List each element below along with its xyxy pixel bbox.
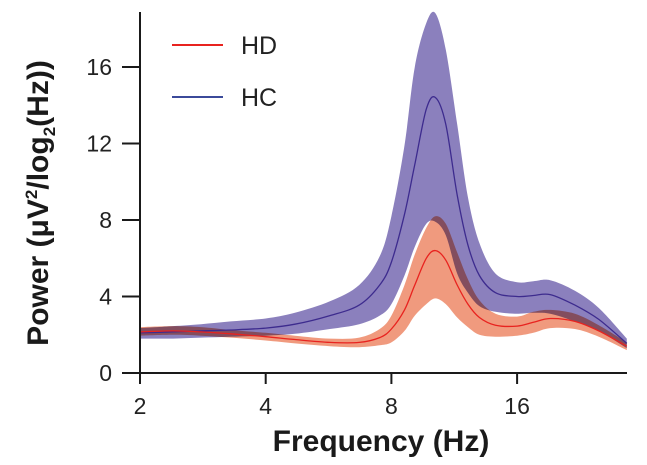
x-tick-label: 2 (134, 393, 147, 419)
x-tick-label: 16 (504, 393, 530, 419)
y-tick-label: 8 (99, 207, 112, 233)
mean-lines (139, 96, 628, 347)
y-tick-label: 4 (99, 284, 112, 310)
y-tick-label: 16 (86, 54, 112, 80)
x-tick-label: 4 (259, 393, 272, 419)
y-axis-title-mid: /log (22, 136, 55, 189)
legend: HD HC (172, 32, 277, 112)
y-axis-title: Power (μV2/log2(Hz)) (22, 60, 59, 346)
y-tick-label: 12 (86, 131, 112, 157)
y-axis-title-end: (Hz)) (22, 60, 55, 127)
y-tick-label: 0 (99, 360, 112, 386)
y-axis-title-sup: 2 (22, 190, 41, 199)
y-axis-title-main: Power (μV (22, 199, 55, 346)
x-axis-title: Frequency (Hz) (273, 425, 490, 458)
legend-label-hc: HC (241, 84, 277, 112)
y-axis-title-sub: 2 (40, 127, 59, 136)
x-tick-label: 8 (385, 393, 398, 419)
x-ticks: 2 4 8 16 (134, 373, 530, 419)
band-hd (140, 216, 627, 351)
legend-label-hd: HD (241, 32, 277, 60)
band-hc (140, 11, 627, 349)
legend-item-hd: HD (172, 32, 277, 60)
y-ticks: 0 4 8 12 16 (86, 54, 140, 386)
confidence-bands (140, 11, 627, 351)
legend-item-hc: HC (172, 84, 277, 112)
line-hc (139, 96, 628, 344)
line-hd (139, 249, 628, 347)
